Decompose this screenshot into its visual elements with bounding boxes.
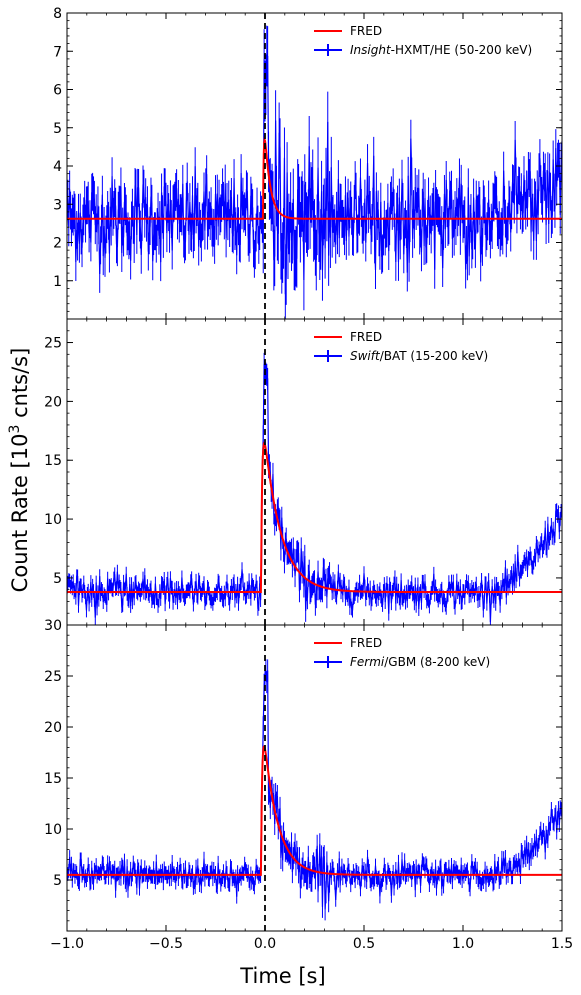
y-tick-label: 2 — [53, 236, 62, 252]
data-errorbars — [67, 25, 562, 319]
y-tick-label: 25 — [44, 336, 62, 352]
data-line — [67, 670, 562, 910]
panel-top: 1 2 3 4 5 6 7 8 FRED Insight-HXMT/HE (50-200 keV) — [53, 6, 563, 320]
y-axis-label-superscript: 3 — [7, 425, 23, 434]
legend-label: Insight-HXMT/HE (50-200 keV) — [350, 43, 532, 57]
legend-label: FRED — [350, 330, 382, 344]
data-series-top — [67, 25, 562, 319]
axes-frame — [66, 624, 563, 932]
legend-label: FRED — [350, 24, 382, 38]
data-series-middle — [67, 352, 562, 625]
legend-bottom: FRED Fermi/GBM (8-200 keV) — [314, 636, 490, 669]
x-tick-label: −1.0 — [50, 936, 84, 952]
y-tick-label: 30 — [44, 618, 62, 634]
fred-model-line — [67, 441, 562, 594]
x-tick-label: 0.5 — [353, 936, 375, 952]
y-tick-label: 7 — [53, 44, 62, 60]
fred-model-line — [67, 744, 562, 876]
data-line — [67, 54, 562, 295]
legend-label-text: FRED — [350, 330, 382, 344]
y-tick-label: 5 — [53, 571, 62, 587]
legend-label-text: FRED — [350, 24, 382, 38]
x-tick-label: 0.0 — [254, 936, 276, 952]
y-tick-label: 3 — [53, 197, 62, 213]
y-tick-label: 15 — [44, 453, 62, 469]
legend-label-text: /BAT (15-200 keV) — [380, 349, 489, 363]
y-tick-label: 20 — [44, 394, 62, 410]
y-tick-label: 6 — [53, 83, 62, 99]
y-axis-label: Count Rate [103 cnts/s] — [7, 348, 32, 593]
x-tick-label: 1.0 — [452, 936, 474, 952]
y-tick-label: 20 — [44, 720, 62, 736]
y-tick-label: 1 — [53, 274, 62, 290]
legend-label-text: /GBM (8-200 keV) — [384, 655, 490, 669]
legend-label: Swift/BAT (15-200 keV) — [350, 349, 488, 363]
x-tick-label: 1.5 — [551, 936, 573, 952]
y-tick-label: 4 — [53, 159, 62, 175]
legend-top: FRED Insight-HXMT/HE (50-200 keV) — [314, 24, 532, 57]
legend-label-italic: Insight — [350, 43, 392, 57]
y-tick-label: 5 — [53, 873, 62, 889]
legend-label-text: FRED — [350, 636, 382, 650]
y-tick-label: 10 — [44, 512, 62, 528]
legend-label: Fermi/GBM (8-200 keV) — [350, 655, 490, 669]
y-tick-label: 10 — [44, 822, 62, 838]
fred-model-line — [67, 136, 562, 220]
panels: 1 2 3 4 5 6 7 8 FRED Insight-HXMT/HE (50-200 keV)… — [44, 6, 573, 952]
data-series-bottom — [67, 659, 562, 921]
legend-label: FRED — [350, 636, 382, 650]
y-axis-label-main: Count Rate [10 — [8, 434, 32, 593]
legend-label-italic: Fermi — [350, 655, 385, 669]
legend-middle: FRED Swift/BAT (15-200 keV) — [314, 330, 488, 363]
y-axis-label-tail: cnts/s] — [8, 348, 32, 425]
y-tick-label: 5 — [53, 121, 62, 137]
y-tick-label: 15 — [44, 771, 62, 787]
y-tick-label: 25 — [44, 669, 62, 685]
legend-label-italic: Swift — [350, 349, 381, 363]
panel-bottom: 5 10 15 20 25 30 −1.0 −0.5 0.0 0.5 1.0 1.5 FRED Fermi… — [44, 618, 573, 952]
panel-middle: 5 10 15 20 25 FRED Swift/BAT (15-200 keV) — [44, 318, 563, 626]
data-line — [67, 363, 562, 623]
legend-label-text: -HXMT/HE (50-200 keV) — [391, 43, 533, 57]
x-tick-label: −0.5 — [149, 936, 183, 952]
data-errorbars — [67, 659, 562, 921]
x-axis-label: Time [s] — [239, 964, 325, 988]
y-tick-label: 8 — [53, 6, 62, 22]
